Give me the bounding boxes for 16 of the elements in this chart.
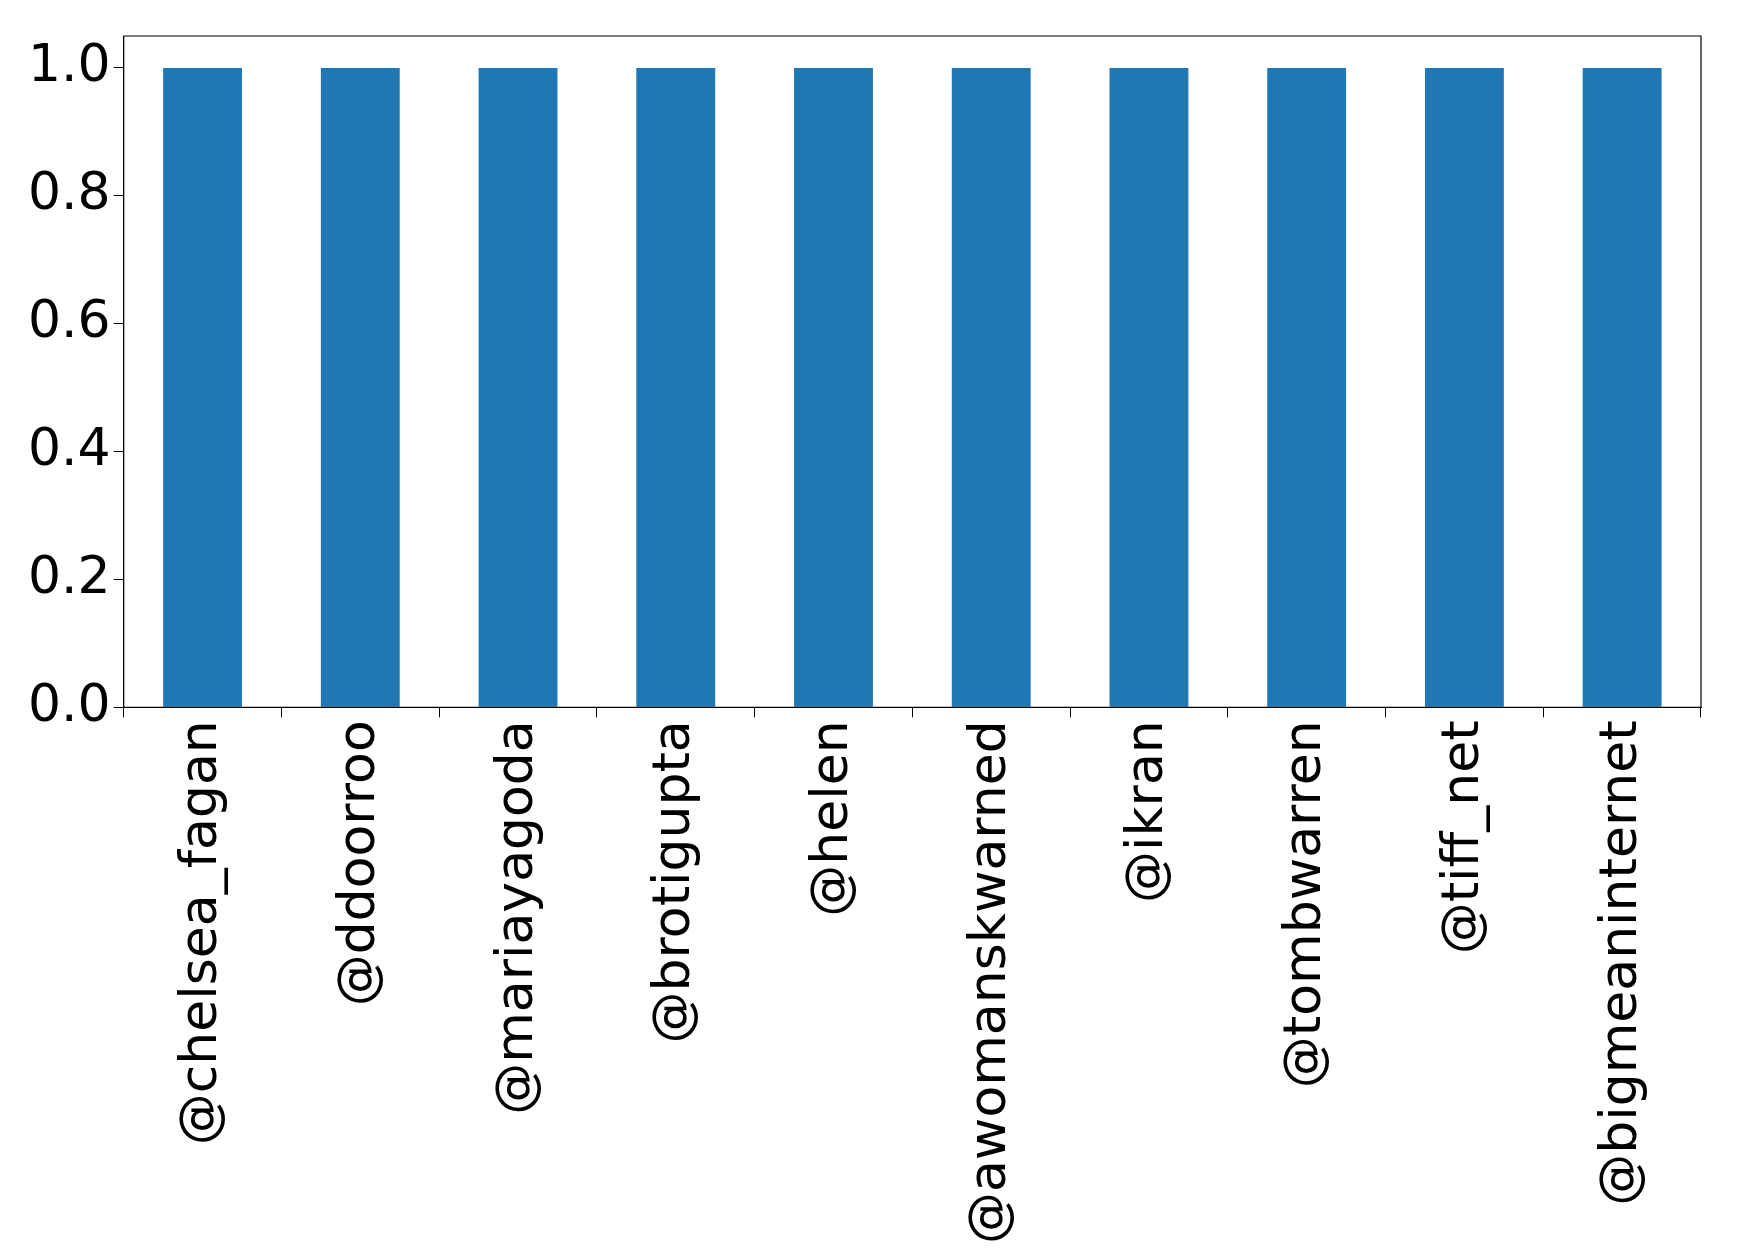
x-tick-label: @helen <box>799 720 859 917</box>
y-tick-label: 0.4 <box>27 417 111 478</box>
y-tick-label: 0.2 <box>27 544 111 605</box>
x-tick-label: @ikran <box>1114 720 1175 904</box>
y-tick-label: 0.0 <box>27 672 111 733</box>
x-tick-label: @tiff_net <box>1429 720 1490 955</box>
x-tick-label: @bigmeaninternet <box>1587 720 1648 1206</box>
x-tick-label: @chelsea_fagan <box>168 720 229 1146</box>
x-tick-label: @tombwarren <box>1272 720 1333 1089</box>
x-tick-label: @brotigupta <box>641 720 702 1044</box>
x-tick-label: @mariayagoda <box>483 720 544 1115</box>
y-tick-label: 0.8 <box>27 161 111 222</box>
y-tick-label: 1.0 <box>27 33 111 94</box>
x-tick-label: @ddoorroo <box>325 720 386 1007</box>
x-tick-label: @awomanskwarned <box>956 720 1017 1245</box>
y-tick-label: 0.6 <box>27 289 111 350</box>
